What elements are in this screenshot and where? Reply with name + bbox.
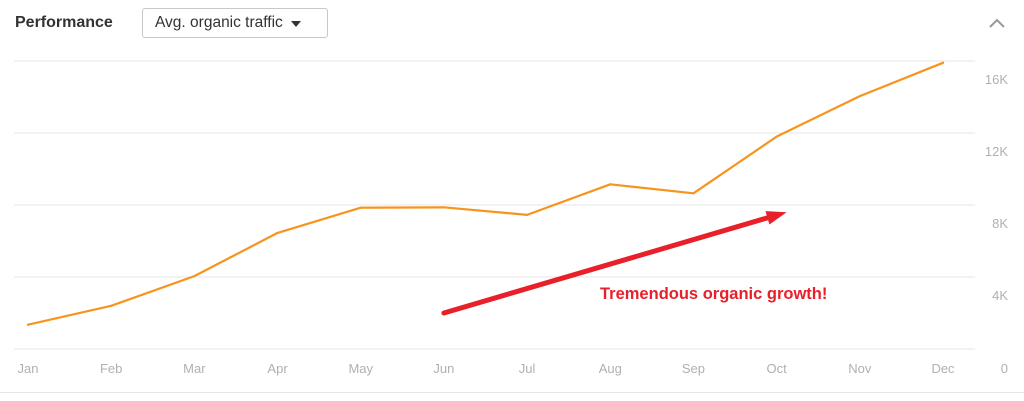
x-tick-label: Jun	[433, 361, 454, 376]
data-point	[692, 192, 695, 195]
data-point	[941, 61, 945, 64]
x-tick-label: Apr	[267, 361, 288, 376]
x-tick-label: Oct	[767, 361, 788, 376]
x-tick-label: Aug	[599, 361, 622, 376]
data-point	[442, 206, 446, 209]
data-point	[609, 183, 612, 186]
data-point	[193, 275, 196, 278]
annotation-arrow-head	[765, 211, 787, 225]
x-tick-label: Nov	[848, 361, 872, 376]
bottom-divider	[0, 392, 1024, 393]
y-tick-label: 12K	[985, 144, 1008, 159]
y-tick-label: 16K	[985, 72, 1008, 87]
x-tick-label: Jul	[519, 361, 536, 376]
x-tick-label: Mar	[183, 361, 206, 376]
y-tick-label: 4K	[992, 288, 1008, 303]
data-point	[775, 135, 778, 138]
x-tick-label: Sep	[682, 361, 705, 376]
data-point	[26, 323, 30, 326]
annotation-arrow-shaft	[441, 215, 770, 316]
x-tick-label: May	[348, 361, 373, 376]
data-point	[858, 95, 861, 98]
chart-header: Performance Avg. organic traffic	[0, 0, 1024, 48]
metric-dropdown[interactable]: Avg. organic traffic	[142, 8, 328, 38]
metric-dropdown-label: Avg. organic traffic	[155, 14, 283, 31]
chevron-up-icon[interactable]	[986, 14, 1008, 32]
data-point	[110, 304, 113, 307]
data-point	[276, 231, 279, 234]
caret-down-icon	[290, 21, 301, 27]
x-tick-label: Jan	[18, 361, 39, 376]
data-point	[359, 206, 362, 209]
y-tick-label: 0	[1001, 361, 1008, 376]
series-line	[26, 61, 945, 326]
data-point	[525, 213, 529, 216]
annotation-text: Tremendous organic growth!	[600, 285, 827, 303]
x-tick-label: Dec	[931, 361, 955, 376]
y-tick-label: 8K	[992, 216, 1008, 231]
chart-title: Performance	[15, 14, 113, 31]
x-tick-label: Feb	[100, 361, 122, 376]
